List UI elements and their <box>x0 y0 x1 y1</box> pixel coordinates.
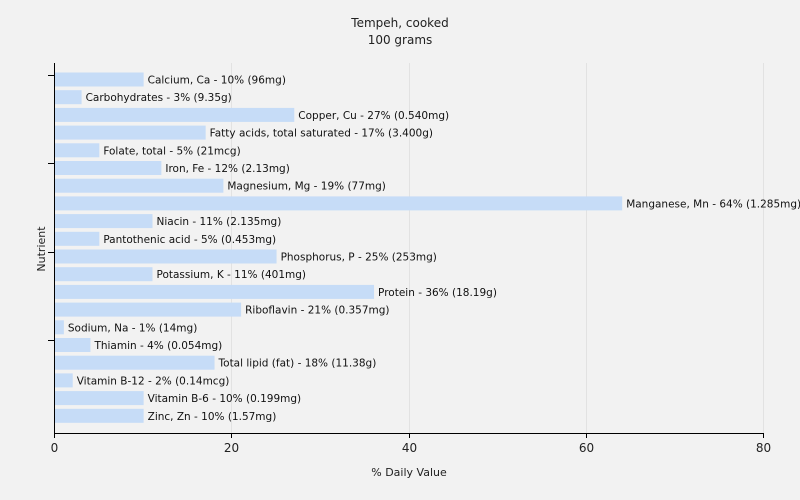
bar-label-13: Riboflavin - 21% (0.357mg) <box>245 305 389 317</box>
bar-9 <box>55 231 100 246</box>
bar-2 <box>55 107 295 122</box>
bar-label-1: Carbohydrates - 3% (9.35g) <box>86 92 232 104</box>
bar-label-0: Calcium, Ca - 10% (96mg) <box>148 75 286 87</box>
x-tick-label-4: 80 <box>756 441 771 455</box>
bar-label-9: Pantothenic acid - 5% (0.453mg) <box>103 234 276 246</box>
bar-1 <box>55 90 82 105</box>
bar-label-4: Folate, total - 5% (21mcg) <box>103 145 240 157</box>
bar-7 <box>55 196 623 211</box>
bar-label-18: Vitamin B-6 - 10% (0.199mg) <box>148 393 302 405</box>
bar-label-19: Zinc, Zn - 10% (1.57mg) <box>148 411 277 423</box>
x-tick-label-0: 0 <box>51 441 59 455</box>
bar-label-3: Fatty acids, total saturated - 17% (3.40… <box>210 128 433 140</box>
bar-0 <box>55 72 144 87</box>
bar-label-11: Potassium, K - 11% (401mg) <box>156 269 306 281</box>
bar-label-7: Manganese, Mn - 64% (1.285mg) <box>626 198 800 210</box>
bar-3 <box>55 125 206 140</box>
bar-label-17: Vitamin B-12 - 2% (0.14mcg) <box>77 375 230 387</box>
bar-label-12: Protein - 36% (18.19g) <box>378 287 497 299</box>
bar-17 <box>55 373 73 388</box>
bar-5 <box>55 161 162 175</box>
bar-layer: Calcium, Ca - 10% (96mg) Carbohydrates - … <box>55 72 800 423</box>
bar-11 <box>55 267 153 282</box>
y-axis-label: Nutrient <box>35 226 48 272</box>
chart-title: Tempeh, cooked <box>350 16 448 30</box>
bar-8 <box>55 214 153 229</box>
bar-15 <box>55 338 91 352</box>
bar-label-2: Copper, Cu - 27% (0.540mg) <box>298 110 449 122</box>
bar-14 <box>55 320 64 335</box>
bar-16 <box>55 355 215 370</box>
bar-13 <box>55 302 242 317</box>
chart-subtitle: 100 grams <box>368 33 433 47</box>
bar-10 <box>55 249 277 264</box>
x-tick-label-3: 60 <box>579 441 594 455</box>
bar-label-8: Niacin - 11% (2.135mg) <box>156 216 281 228</box>
bar-label-10: Phosphorus, P - 25% (253mg) <box>281 252 437 264</box>
bar-18 <box>55 391 144 406</box>
bar-label-5: Iron, Fe - 12% (2.13mg) <box>165 163 289 175</box>
bar-label-16: Total lipid (fat) - 18% (11.38g) <box>218 358 377 370</box>
bar-label-6: Magnesium, Mg - 19% (77mg) <box>227 181 386 193</box>
x-tick-label-1: 20 <box>224 441 239 455</box>
x-axis-label: % Daily Value <box>371 466 447 479</box>
bar-12 <box>55 284 375 299</box>
bar-6 <box>55 178 224 193</box>
bar-label-14: Sodium, Na - 1% (14mg) <box>68 322 197 334</box>
bar-19 <box>55 408 144 423</box>
axis-layer: 0 20 40 60 80 <box>48 63 771 455</box>
x-tick-label-2: 40 <box>402 441 417 455</box>
grid-layer <box>231 63 764 433</box>
bar-4 <box>55 143 100 158</box>
bar-label-15: Thiamin - 4% (0.054mg) <box>93 340 222 352</box>
